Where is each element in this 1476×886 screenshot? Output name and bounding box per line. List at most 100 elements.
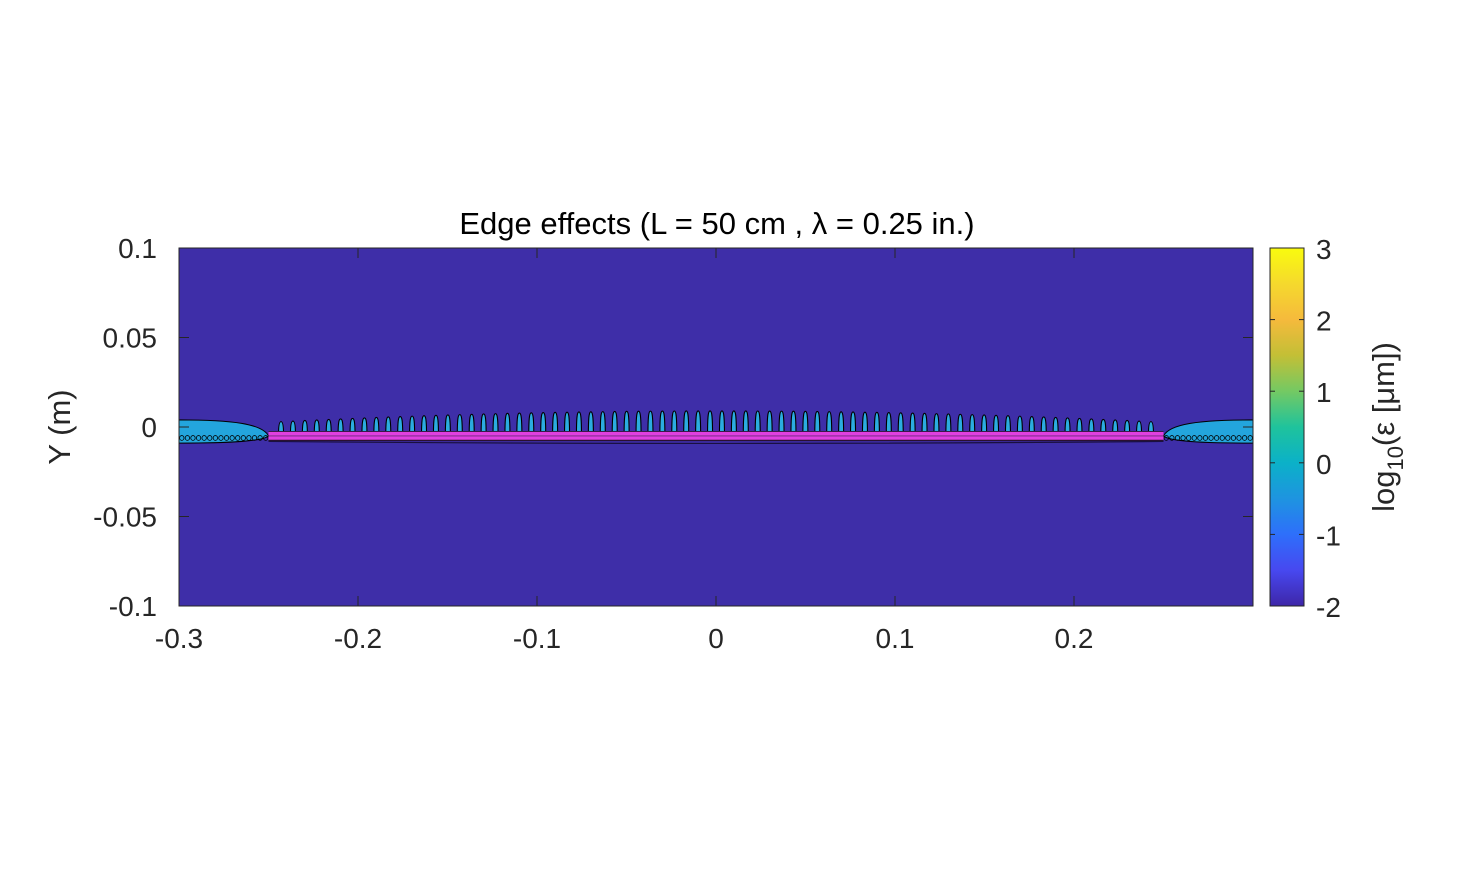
x-tick-label: 0.1	[876, 623, 915, 654]
edge-contour-loop	[1202, 435, 1209, 441]
lobe	[468, 413, 475, 435]
lobe	[814, 410, 821, 435]
lobe	[552, 411, 559, 435]
edge-contour-loop	[1236, 435, 1242, 441]
lobe	[301, 419, 308, 435]
lobe	[492, 413, 499, 435]
lobe	[730, 410, 737, 435]
lobe	[373, 416, 380, 435]
lobe	[909, 412, 916, 435]
lobe	[778, 410, 785, 435]
edge-contour-loop	[235, 435, 241, 441]
lobe	[504, 412, 511, 435]
lobe	[897, 412, 904, 435]
edge-contour-loop	[1214, 435, 1220, 441]
y-tick-label: -0.05	[93, 502, 157, 533]
edge-contour-loop	[218, 435, 224, 441]
edge-contour-loop	[1219, 435, 1225, 441]
x-tick-label: -0.2	[334, 623, 382, 654]
lobe	[623, 410, 630, 435]
lobes	[277, 410, 1155, 435]
colorbar-tick-label: 2	[1316, 306, 1332, 337]
colorbar-label: log10(ε [μm])	[1366, 342, 1408, 512]
chart-title: Edge effects (L = 50 cm , λ = 0.25 in.)	[459, 206, 974, 241]
edge-contour-loop	[1186, 435, 1192, 441]
lobe	[695, 410, 702, 435]
lobe	[337, 418, 344, 435]
edge-contour-loop	[190, 435, 196, 441]
colorbar-tick-label: -1	[1316, 520, 1341, 551]
x-tick-label: 0.2	[1055, 623, 1094, 654]
edge-contour-loop	[1169, 435, 1175, 441]
edge-contour-loop	[240, 435, 246, 441]
plot-area	[179, 248, 1253, 606]
edge-contour-loop	[179, 435, 185, 441]
lobe	[754, 410, 761, 435]
lobe	[1004, 415, 1012, 435]
edge-contour-loop	[263, 435, 269, 441]
lobe	[563, 411, 571, 435]
edge-contour-loop	[1208, 435, 1214, 441]
lobe	[992, 414, 1000, 435]
lobe	[313, 419, 320, 435]
colorbar	[1269, 247, 1305, 607]
colorbar-tick-label: 1	[1316, 377, 1332, 408]
lobe	[921, 412, 928, 435]
strip-lower-fringe	[268, 440, 1164, 445]
x-tick-label: -0.1	[513, 623, 561, 654]
lobe	[981, 414, 988, 435]
lobe	[1100, 418, 1107, 435]
lobe	[1076, 417, 1083, 435]
lobe	[1040, 416, 1047, 435]
lobe	[397, 416, 404, 435]
lobe	[849, 411, 857, 435]
edge-contour-loop	[223, 435, 230, 441]
edge-regions	[179, 419, 1253, 444]
lobe	[456, 414, 463, 435]
lobe	[611, 410, 618, 435]
edge-contour-loop	[1242, 435, 1248, 441]
lobe	[361, 417, 368, 435]
lobe	[289, 420, 297, 435]
lobe	[826, 411, 833, 435]
lobe	[409, 415, 416, 435]
colorbar-label-sub: 10	[1383, 446, 1408, 470]
edge-contour-loop	[229, 435, 235, 441]
lobe	[540, 412, 547, 435]
lobe	[432, 414, 440, 435]
lobe	[420, 415, 428, 435]
edge-contour-loop	[251, 435, 258, 441]
lobe	[885, 412, 892, 435]
colorbar-ticks: 3 2 1 0 -1 -2	[1270, 234, 1341, 623]
strip	[268, 430, 1164, 445]
edge-contour-loop	[195, 435, 202, 441]
y-tick-label: 0	[141, 412, 157, 443]
lobe	[1088, 418, 1095, 435]
lobe	[1052, 416, 1059, 435]
lobe	[1112, 419, 1119, 435]
colorbar-label-suffix: (ε [μm])	[1366, 342, 1401, 446]
x-tick-label: -0.3	[155, 623, 203, 654]
edge-contour-loop	[1247, 435, 1253, 441]
edge-contour-loop	[1230, 435, 1237, 441]
lobe	[873, 411, 880, 435]
edge-contour-loop	[1163, 435, 1169, 441]
edge-contour-loop	[212, 435, 218, 441]
edge-contour-loop	[1225, 435, 1231, 441]
edge-contour-loop	[246, 435, 252, 441]
lobe	[706, 410, 714, 435]
edge-contour-loop	[207, 435, 213, 441]
colorbar-tick-label: -2	[1316, 592, 1341, 623]
lobe	[802, 410, 809, 435]
lobe	[933, 413, 940, 435]
colorbar-tick-label: 3	[1316, 234, 1332, 265]
lobe	[790, 410, 797, 435]
lobe	[742, 410, 749, 435]
lobe	[766, 410, 773, 435]
lobe	[671, 410, 678, 435]
x-tick-label: 0	[708, 623, 724, 654]
lobe	[969, 414, 976, 435]
lobe	[325, 418, 332, 435]
edge-region-right	[1162, 419, 1253, 444]
edge-contour-loop	[1197, 435, 1203, 441]
